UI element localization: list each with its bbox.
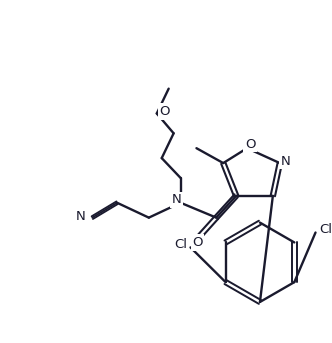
Text: Cl: Cl	[174, 238, 187, 251]
Text: Cl: Cl	[319, 223, 332, 236]
Text: N: N	[281, 155, 290, 168]
Text: N: N	[172, 193, 182, 206]
Text: O: O	[192, 236, 203, 249]
Text: O: O	[245, 138, 255, 151]
Text: N: N	[75, 210, 85, 223]
Text: O: O	[159, 105, 170, 118]
